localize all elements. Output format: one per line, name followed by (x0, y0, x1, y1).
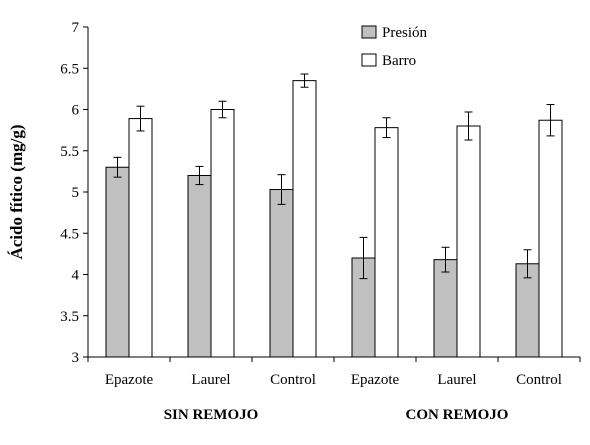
bar-presion (433, 259, 458, 358)
legend-label: Barro (382, 53, 416, 69)
legend-swatch (361, 25, 377, 39)
legend-label: Presión (382, 25, 428, 41)
bar-barro (292, 80, 317, 358)
y-tick-label: 6 (72, 103, 80, 119)
y-tick-label: 5 (72, 185, 80, 201)
group-label: SIN REMOJO (164, 407, 259, 423)
x-category-label: Laurel (191, 372, 230, 388)
y-tick-label: 5.5 (60, 144, 79, 160)
x-category-label: Control (516, 372, 562, 388)
x-category-label: Epazote (351, 372, 400, 388)
bar-presion (187, 175, 212, 358)
y-tick-label: 3.5 (60, 309, 79, 325)
y-tick-label: 7 (72, 20, 80, 36)
bar-barro (456, 125, 481, 358)
bar-barro (128, 118, 153, 358)
group-label: CON REMOJO (406, 407, 509, 423)
y-tick-label: 6.5 (60, 61, 79, 77)
x-category-label: Laurel (437, 372, 476, 388)
y-tick-label: 3 (72, 350, 80, 366)
legend-swatch (361, 53, 377, 67)
bar-presion (269, 189, 294, 358)
y-tick-label: 4.5 (60, 226, 79, 242)
y-tick-label: 4 (72, 268, 80, 284)
bar-barro (538, 119, 563, 358)
x-category-label: Epazote (105, 372, 154, 388)
bar-barro (374, 127, 399, 358)
y-axis-label: Ácido fítico (mg/g) (7, 124, 26, 259)
bar-barro (210, 109, 235, 358)
bar-presion (105, 166, 130, 358)
x-category-label: Control (270, 372, 316, 388)
